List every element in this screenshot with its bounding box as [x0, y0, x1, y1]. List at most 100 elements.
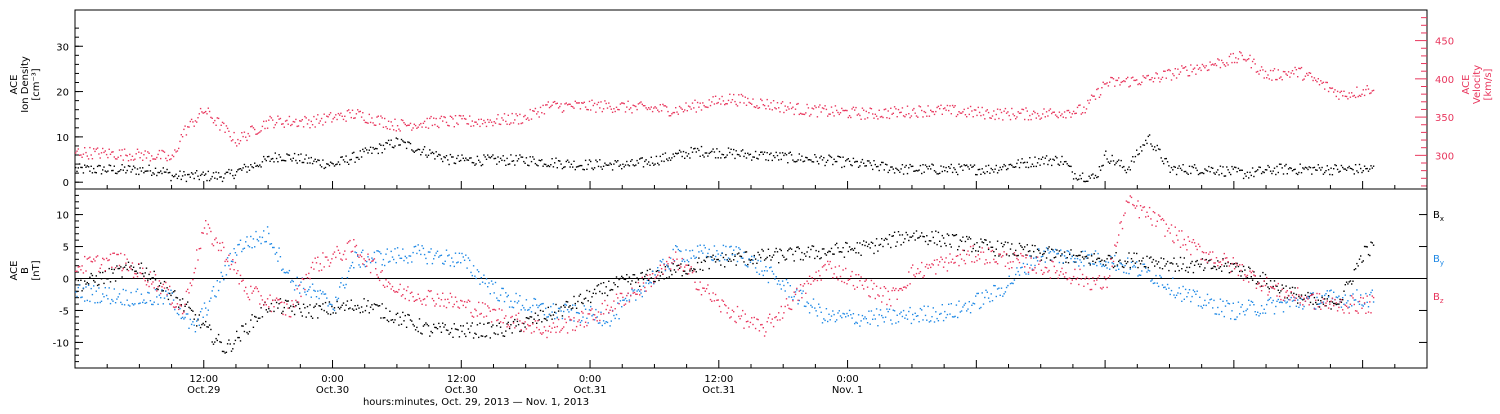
bz-point: [889, 299, 890, 300]
bz-point: [613, 300, 614, 301]
solar-wind-velocity-point: [331, 121, 332, 122]
by-point: [970, 312, 971, 313]
ion-density-point: [831, 157, 832, 158]
ion-density-point: [564, 166, 565, 167]
ion-density-point: [278, 154, 279, 155]
bx-point: [591, 296, 592, 297]
bx-point: [799, 248, 800, 249]
by-point: [388, 261, 389, 262]
solar-wind-velocity-point: [1372, 90, 1373, 91]
bx-point: [849, 246, 850, 247]
bz-point: [327, 259, 328, 260]
bz-point: [688, 273, 689, 274]
bx-point: [790, 247, 791, 248]
solar-wind-velocity-point: [974, 109, 975, 110]
by-point: [250, 236, 251, 237]
solar-wind-velocity-point: [1369, 93, 1370, 94]
bx-point: [772, 257, 773, 258]
bx-point: [851, 248, 852, 249]
bz-point: [156, 290, 157, 291]
solar-wind-velocity-point: [1330, 88, 1331, 89]
ion-density-point: [823, 157, 824, 158]
by-point: [757, 260, 758, 261]
solar-wind-velocity-point: [718, 102, 719, 103]
bz-point: [118, 254, 119, 255]
bx-point: [1355, 268, 1356, 269]
ion-density-point: [318, 160, 319, 161]
ion-density-point: [360, 150, 361, 151]
ion-density-point: [1097, 176, 1098, 177]
ion-density-point: [1082, 173, 1083, 174]
ion-density-point: [250, 164, 251, 165]
solar-wind-velocity-point: [815, 107, 816, 108]
by-point: [924, 306, 925, 307]
bz-point: [254, 288, 255, 289]
by-point: [226, 274, 227, 275]
by-point: [1054, 251, 1055, 252]
bx-point: [1131, 258, 1132, 259]
solar-wind-velocity-point: [1309, 72, 1310, 73]
ion-density-point: [110, 165, 111, 166]
solar-wind-velocity-point: [190, 121, 191, 122]
by-point: [365, 266, 366, 267]
bz-point: [612, 310, 613, 311]
bz-point: [620, 293, 621, 294]
bx-point: [1179, 270, 1180, 271]
bx-point: [1189, 267, 1190, 268]
ion-density-point: [1137, 154, 1138, 155]
bz-point: [585, 322, 586, 323]
solar-wind-velocity-point: [124, 149, 125, 150]
bx-point: [266, 309, 267, 310]
bz-point: [663, 264, 664, 265]
solar-wind-velocity-point: [311, 121, 312, 122]
solar-wind-velocity-point: [351, 117, 352, 118]
bz-point: [967, 250, 968, 251]
bz-point: [253, 290, 254, 291]
solar-wind-velocity-point: [571, 106, 572, 107]
solar-wind-velocity-point: [703, 105, 704, 106]
by-point: [1082, 251, 1083, 252]
bx-point: [1088, 263, 1089, 264]
bx-point: [455, 328, 456, 329]
bx-point: [737, 253, 738, 254]
ion-density-point: [1261, 173, 1262, 174]
by-point: [89, 301, 90, 302]
by-point: [618, 318, 619, 319]
by-point: [514, 301, 515, 302]
solar-wind-velocity-point: [451, 117, 452, 118]
bx-point: [581, 302, 582, 303]
bx-point: [920, 236, 921, 237]
solar-wind-velocity-point: [1269, 78, 1270, 79]
solar-wind-velocity-point: [975, 109, 976, 110]
bz-point: [927, 268, 928, 269]
bx-point: [643, 279, 644, 280]
solar-wind-velocity-point: [848, 117, 849, 118]
bx-point: [1276, 286, 1277, 287]
ion-density-point: [985, 165, 986, 166]
ion-density-point: [88, 166, 89, 167]
by-point: [750, 262, 751, 263]
solar-wind-velocity-point: [278, 119, 279, 120]
bx-point: [459, 336, 460, 337]
solar-wind-velocity-point: [145, 150, 146, 151]
ion-density-point: [1276, 166, 1277, 167]
ion-density-point: [289, 155, 290, 156]
ion-density-point: [568, 162, 569, 163]
by-point: [1372, 290, 1373, 291]
solar-wind-velocity-point: [487, 119, 488, 120]
bx-point: [1148, 267, 1149, 268]
bx-point: [642, 272, 643, 273]
by-point: [1142, 264, 1143, 265]
bx-point: [746, 251, 747, 252]
solar-wind-velocity-point: [432, 125, 433, 126]
bx-point: [360, 312, 361, 313]
bz-point: [1000, 254, 1001, 255]
bz-point: [295, 300, 296, 301]
solar-wind-velocity-point: [1161, 79, 1162, 80]
bx-point: [515, 325, 516, 326]
ion-density-point: [121, 164, 122, 165]
by-point: [718, 253, 719, 254]
bx-point: [208, 326, 209, 327]
solar-wind-velocity-point: [372, 122, 373, 123]
bz-point: [465, 307, 466, 308]
